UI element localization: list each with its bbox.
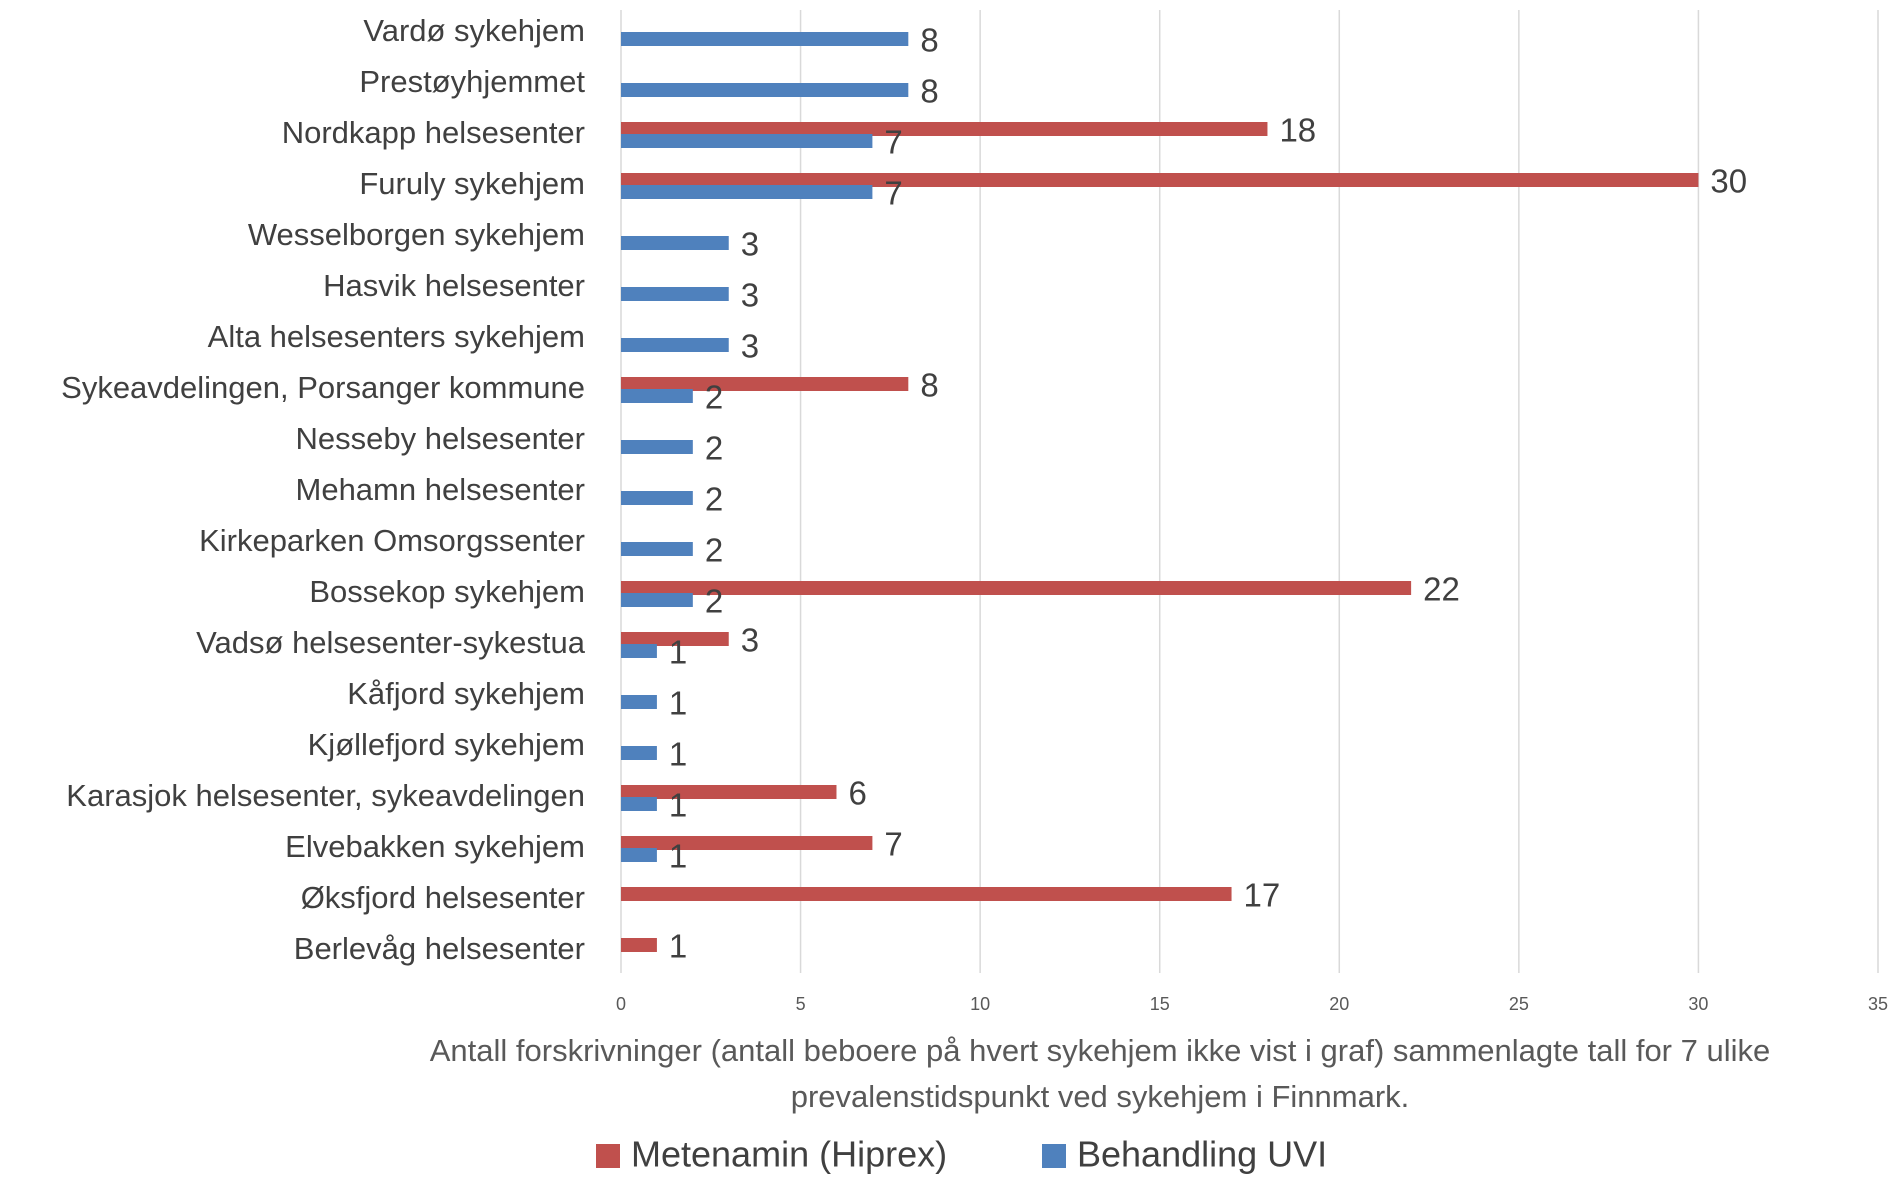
data-label: 2 bbox=[705, 583, 723, 620]
data-label: 1 bbox=[669, 787, 687, 824]
x-tick-label: 15 bbox=[1150, 994, 1170, 1014]
x-axis-title: Antall forskrivninger (antall beboere på… bbox=[429, 1033, 1771, 1114]
data-label: 1 bbox=[669, 736, 687, 773]
bar bbox=[621, 287, 729, 301]
x-tick-label: 25 bbox=[1509, 994, 1529, 1014]
bar bbox=[621, 122, 1268, 136]
data-label: 1 bbox=[669, 634, 687, 671]
data-label: 8 bbox=[920, 73, 938, 110]
x-tick-label: 10 bbox=[970, 994, 990, 1014]
data-label: 18 bbox=[1279, 112, 1316, 149]
data-label: 22 bbox=[1423, 571, 1460, 608]
y-tick-label: Vardø sykehjem bbox=[363, 13, 585, 48]
bar bbox=[621, 32, 909, 46]
data-label: 3 bbox=[741, 226, 759, 263]
bar bbox=[621, 542, 693, 556]
data-label: 2 bbox=[705, 481, 723, 518]
y-tick-label: Mehamn helsesenter bbox=[296, 472, 586, 507]
data-label: 1 bbox=[669, 928, 687, 965]
x-tick-label: 35 bbox=[1868, 994, 1888, 1014]
y-tick-label: Nesseby helsesenter bbox=[296, 421, 586, 456]
data-label: 8 bbox=[920, 367, 938, 404]
data-label: 6 bbox=[848, 775, 866, 812]
bar bbox=[621, 338, 729, 352]
x-tick-label: 30 bbox=[1688, 994, 1708, 1014]
bar bbox=[621, 377, 909, 391]
data-label: 3 bbox=[741, 622, 759, 659]
bar bbox=[621, 836, 873, 850]
bar bbox=[621, 746, 657, 760]
legend-label: Behandling UVI bbox=[1077, 1134, 1327, 1175]
data-label: 3 bbox=[741, 277, 759, 314]
legend-swatch bbox=[1042, 1144, 1066, 1168]
y-tick-label: Furuly sykehjem bbox=[359, 166, 585, 201]
y-tick-label: Elvebakken sykehjem bbox=[285, 829, 585, 864]
data-label: 7 bbox=[884, 826, 902, 863]
data-label: 1 bbox=[669, 685, 687, 722]
bar bbox=[621, 887, 1232, 901]
y-tick-label: Prestøyhjemmet bbox=[359, 64, 585, 99]
bar bbox=[621, 644, 657, 658]
y-tick-label: Sykeavdelingen, Porsanger kommune bbox=[61, 370, 585, 405]
bar bbox=[621, 236, 729, 250]
bar bbox=[621, 797, 657, 811]
data-label: 2 bbox=[705, 532, 723, 569]
data-label: 2 bbox=[705, 430, 723, 467]
data-label: 30 bbox=[1710, 163, 1747, 200]
y-tick-label: Øksfjord helsesenter bbox=[301, 880, 585, 915]
y-tick-label: Karasjok helsesenter, sykeavdelingen bbox=[66, 778, 585, 813]
data-label: 3 bbox=[741, 328, 759, 365]
legend-swatch bbox=[596, 1144, 620, 1168]
bar bbox=[621, 491, 693, 505]
bar bbox=[621, 695, 657, 709]
y-tick-label: Vadsø helsesenter-sykestua bbox=[196, 625, 586, 660]
bar bbox=[621, 785, 837, 799]
y-tick-label: Hasvik helsesenter bbox=[323, 268, 585, 303]
bar bbox=[621, 440, 693, 454]
y-tick-label: Kjøllefjord sykehjem bbox=[308, 727, 585, 762]
data-label: 7 bbox=[884, 124, 902, 161]
y-tick-label: Kåfjord sykehjem bbox=[347, 676, 585, 711]
x-tick-label: 20 bbox=[1329, 994, 1349, 1014]
bar bbox=[621, 173, 1699, 187]
bar bbox=[621, 938, 657, 952]
x-tick-label: 5 bbox=[796, 994, 806, 1014]
legend-label: Metenamin (Hiprex) bbox=[631, 1134, 947, 1175]
bar bbox=[621, 83, 909, 97]
y-tick-label: Alta helsesenters sykehjem bbox=[208, 319, 585, 354]
bar bbox=[621, 848, 657, 862]
data-label: 7 bbox=[884, 175, 902, 212]
bar bbox=[621, 593, 693, 607]
data-label: 2 bbox=[705, 379, 723, 416]
bar bbox=[621, 389, 693, 403]
bar bbox=[621, 581, 1412, 595]
data-label: 1 bbox=[669, 838, 687, 875]
y-tick-label: Bossekop sykehjem bbox=[309, 574, 585, 609]
y-tick-label: Berlevåg helsesenter bbox=[294, 931, 585, 966]
y-tick-label: Kirkeparken Omsorgssenter bbox=[199, 523, 585, 558]
bar bbox=[621, 185, 873, 199]
y-tick-label: Nordkapp helsesenter bbox=[282, 115, 585, 150]
data-label: 17 bbox=[1244, 877, 1281, 914]
bar bbox=[621, 134, 873, 148]
y-tick-label: Wesselborgen sykehjem bbox=[248, 217, 585, 252]
x-tick-label: 0 bbox=[616, 994, 626, 1014]
bar bbox=[621, 632, 729, 646]
data-label: 8 bbox=[920, 22, 938, 59]
